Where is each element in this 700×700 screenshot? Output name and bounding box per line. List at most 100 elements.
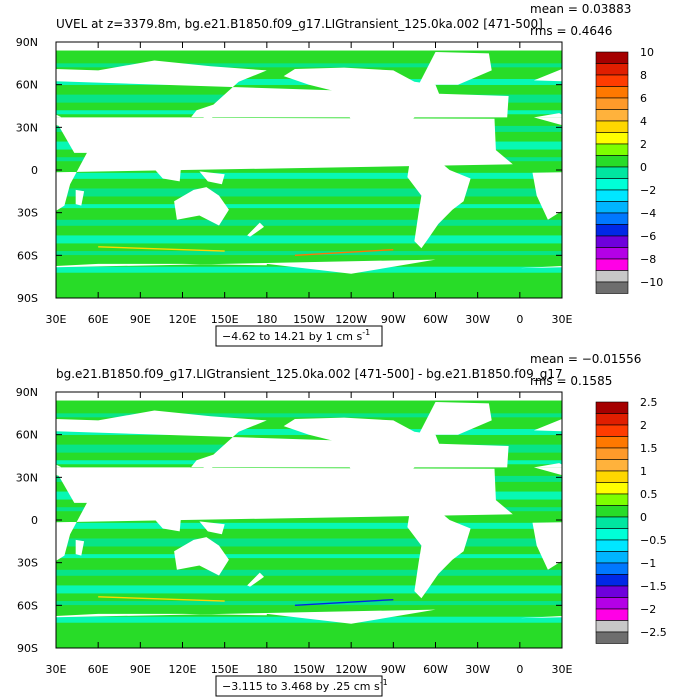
y-tick-label: 30S xyxy=(17,207,38,220)
land-mask xyxy=(174,187,229,226)
map-panel-bottom: 30E 60E 90E 120E 150E 180 150W 120W 90W 60W 30W 0 30… xyxy=(0,350,700,700)
x-tick-label: 180 xyxy=(256,663,277,676)
colorbar-swatch xyxy=(595,74,629,87)
land-mask xyxy=(655,510,687,531)
y-tick-label: 90S xyxy=(17,642,38,655)
contour-band xyxy=(56,235,562,244)
colorbar: 10 8 6 4 2 0 −2 −4 −6 −8 −10 xyxy=(595,46,663,294)
colorbar-label: −4 xyxy=(640,207,656,220)
land-mask xyxy=(174,537,229,576)
colorbar-swatch xyxy=(595,528,629,541)
range-label-box xyxy=(215,325,383,347)
y-tick-label: 30N xyxy=(16,121,38,134)
colorbar-label: 10 xyxy=(640,46,654,59)
land-mask xyxy=(655,160,687,181)
colorbar-swatch xyxy=(595,436,629,449)
range-label-box xyxy=(215,675,383,697)
x-tick-label: 180 xyxy=(256,313,277,326)
x-tick-label: 150W xyxy=(293,663,325,676)
land-mask xyxy=(75,189,85,206)
colorbar-label: 0 xyxy=(640,161,647,174)
range-label-text: −3.115 to 3.468 by .25 cm s-1 xyxy=(222,678,388,693)
x-tick-label: 120W xyxy=(335,313,367,326)
current-streak xyxy=(98,596,225,602)
colorbar-label: −1 xyxy=(640,557,656,570)
stat-mean: mean = −0.01556 xyxy=(530,352,641,366)
x-tick-label: 30W xyxy=(465,663,490,676)
land-mask xyxy=(247,572,264,587)
colorbar-swatch xyxy=(595,413,629,426)
contour-band xyxy=(56,413,562,418)
x-tick-label: 120E xyxy=(169,313,197,326)
y-tick-label: 60N xyxy=(16,429,38,442)
contour-band xyxy=(56,251,562,256)
colorbar-swatch xyxy=(595,597,629,610)
colorbar-label: 2.5 xyxy=(640,396,658,409)
y-tick-label: 60N xyxy=(16,79,38,92)
x-tick-label: 90W xyxy=(381,313,406,326)
colorbar-label: 2 xyxy=(640,138,647,151)
colorbar-swatch xyxy=(595,505,629,518)
land-mask xyxy=(407,505,471,599)
contour-band xyxy=(56,554,562,559)
colorbar-swatch xyxy=(595,235,629,248)
colorbar-swatch xyxy=(595,585,629,598)
land-mask xyxy=(283,417,442,509)
x-tick-label: 150E xyxy=(211,663,239,676)
range-label: −3.115 to 3.468 by .25 cm s-1 xyxy=(215,675,388,697)
colorbar-swatch xyxy=(595,401,629,414)
colorbar-swatch xyxy=(595,143,629,156)
land-mask xyxy=(196,106,214,126)
colorbar-swatch xyxy=(595,562,629,575)
x-tick-label: 60E xyxy=(88,663,109,676)
colorbar-swatch xyxy=(595,539,629,552)
land-mask xyxy=(199,171,225,185)
chart-title: bg.e21.B1850.f09_g17.LIGtransient_125.0k… xyxy=(56,367,563,381)
colorbar-swatch xyxy=(595,86,629,99)
y-tick-label: 0 xyxy=(31,514,38,527)
contour-band xyxy=(56,616,562,623)
land-mask xyxy=(418,52,492,85)
x-tick-label: 30E xyxy=(552,663,573,676)
land-mask xyxy=(582,540,590,556)
colorbar-swatch xyxy=(595,447,629,460)
range-label-exponent: -1 xyxy=(362,328,370,337)
land-mask xyxy=(519,266,562,269)
colorbar-swatch xyxy=(595,97,629,110)
land-mask xyxy=(532,117,562,220)
y-tick-label: 90N xyxy=(16,386,38,399)
land-mask xyxy=(532,467,562,570)
colorbar-swatch xyxy=(595,155,629,168)
colorbar-swatch xyxy=(595,120,629,133)
colorbar-label: 2 xyxy=(640,419,647,432)
x-tick-label: 150E xyxy=(211,313,239,326)
x-tick-label: 60W xyxy=(423,313,448,326)
map-chart-top: 30E 60E 90E 120E 150E 180 150W 120W 90W 60W 30W 0 30… xyxy=(16,2,687,347)
land-mask xyxy=(533,419,562,468)
map-chart-bottom: 30E 60E 90E 120E 150E 180 150W 120W 90W 60W 30W 0 30… xyxy=(16,352,687,697)
x-tick-label: 30E xyxy=(46,313,67,326)
colorbar-swatch xyxy=(595,574,629,587)
colorbar-label: 1.5 xyxy=(640,442,658,455)
colorbar-swatch xyxy=(595,109,629,122)
colorbar-label: 8 xyxy=(640,69,647,82)
land-mask xyxy=(148,160,182,182)
colorbar-swatch xyxy=(595,631,629,644)
colorbar-swatch xyxy=(595,132,629,145)
land-mask xyxy=(283,67,442,159)
colorbar-label: 0 xyxy=(640,511,647,524)
chart-title: UVEL at z=3379.8m, bg.e21.B1850.f09_g17.… xyxy=(56,17,543,31)
current-streak xyxy=(98,246,225,252)
colorbar-label: −2 xyxy=(640,603,656,616)
x-tick-label: 30E xyxy=(552,313,573,326)
land-mask xyxy=(407,155,471,249)
range-label-text: −4.62 to 14.21 by 1 cm s-1 xyxy=(222,328,370,343)
colorbar-label: 4 xyxy=(640,115,647,128)
colorbar-swatch xyxy=(595,493,629,506)
colorbar-label: −2.5 xyxy=(640,626,667,639)
colorbar-swatch xyxy=(595,166,629,179)
current-streak xyxy=(294,598,394,607)
colorbar-swatch xyxy=(595,63,629,76)
colorbar-swatch xyxy=(595,459,629,472)
land-mask xyxy=(196,456,214,476)
